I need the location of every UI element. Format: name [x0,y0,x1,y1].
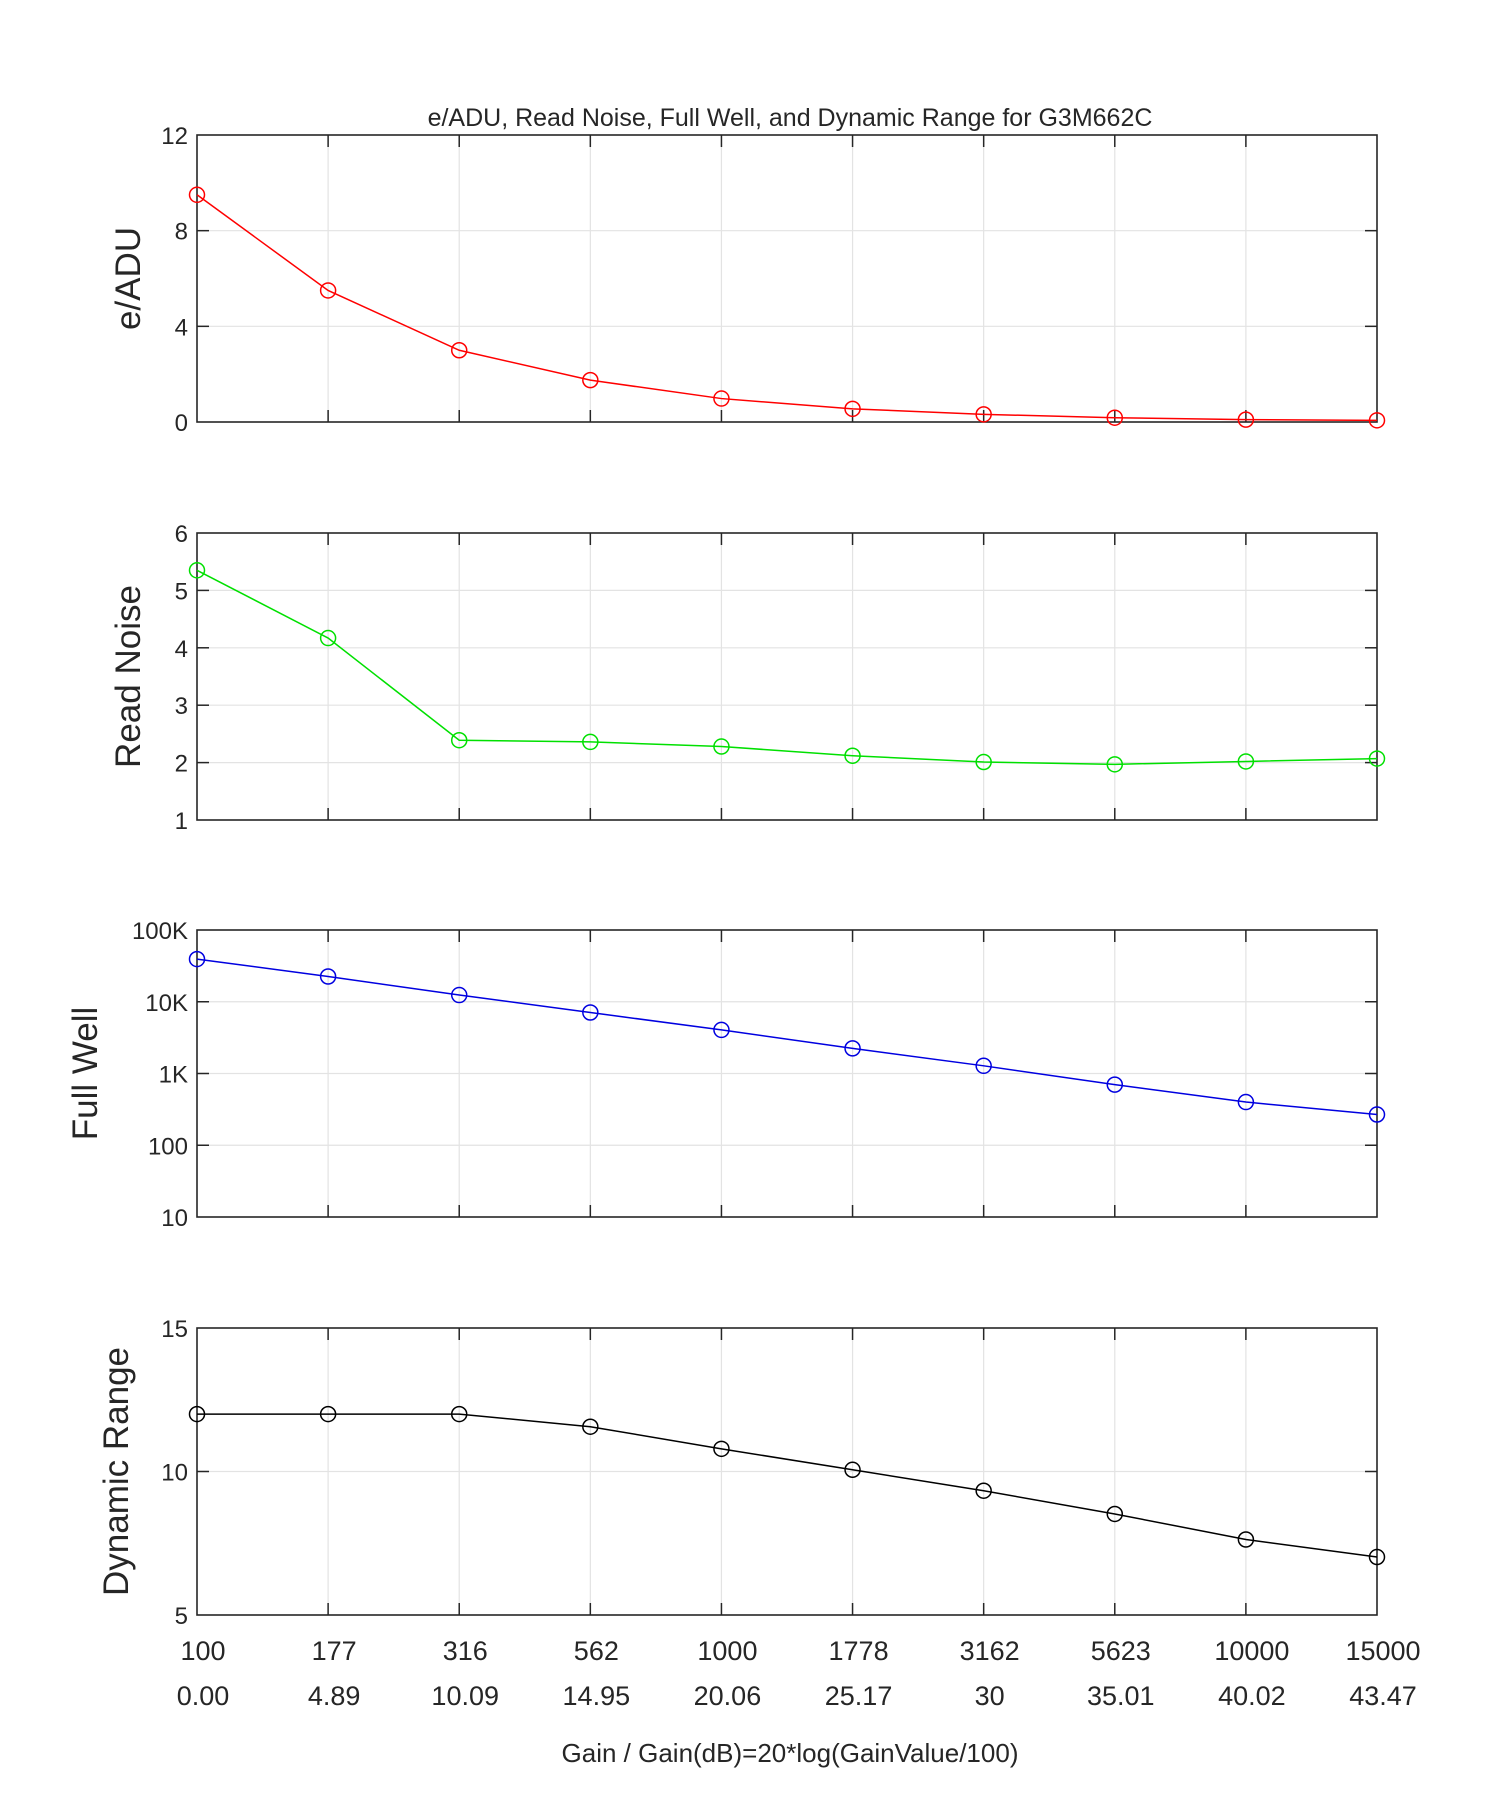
data-point [844,1461,861,1479]
data-point [975,1057,992,1075]
y-tick-label: 4 [175,314,188,341]
y-tick-label: 3 [175,693,188,720]
x-tick-label-db: 43.47 [1349,1681,1417,1711]
y-tick-label: 12 [161,123,188,150]
y-tick-label: 15 [161,1316,188,1343]
x-tick-label-gain: 1778 [829,1636,889,1666]
data-point [450,1405,468,1423]
data-point [713,738,730,755]
subplot-1: 1 2 3 4 5 6 Read Noise [109,521,1386,835]
data-point [1106,1076,1124,1093]
data-point [582,371,599,389]
data-point [1237,411,1255,428]
data-point [1368,750,1386,767]
data-point [582,1418,599,1435]
y-axis-label: Read Noise [109,585,148,768]
subplot-3: 5 10 15 Dynamic Range [97,1316,1386,1630]
data-point [1106,756,1124,773]
data-point [319,968,337,985]
subplot-2: 10 100 1K 10K 100K Full Well [66,918,1386,1232]
y-axis-label: Dynamic Range [97,1347,136,1596]
series-line [196,569,1378,766]
data-point [188,950,206,968]
data-point [1368,1106,1386,1123]
axes-box [196,929,1378,1218]
data-point [975,406,992,423]
data-point [713,1021,730,1039]
y-tick-label: 100 [148,1133,188,1160]
y-tick-label: 4 [175,636,188,663]
data-point [713,390,730,407]
x-tick-label-db: 30 [975,1681,1005,1711]
x-tick-label-db: 40.02 [1218,1681,1286,1711]
y-tick-label: 1K [159,1062,188,1089]
data-point [975,1482,992,1499]
data-point [1237,753,1255,770]
data-point [1368,1548,1386,1566]
axes-box [196,134,1378,423]
y-tick-label: 1 [175,808,188,835]
y-tick-label: 0 [175,410,188,437]
data-point [450,731,468,749]
y-tick-label: 2 [175,751,188,778]
data-point [844,1040,861,1057]
y-tick-label: 5 [175,1603,188,1630]
y-tick-label: 8 [175,219,188,246]
data-point [844,747,861,764]
y-tick-label: 10 [161,1460,188,1487]
data-point [582,1004,599,1021]
x-tick-label-gain: 15000 [1345,1636,1420,1666]
data-point [450,342,468,359]
data-point [1368,412,1386,429]
chart-title: e/ADU, Read Noise, Full Well, and Dynami… [428,104,1153,132]
data-point [188,186,206,204]
data-point [1106,1505,1124,1523]
x-tick-label-db: 0.00 [177,1681,230,1711]
data-point [713,1440,730,1458]
y-tick-label: 6 [175,521,188,548]
x-tick-label-gain: 100 [180,1636,225,1666]
data-point [188,562,206,579]
x-tick-label-gain: 562 [574,1636,619,1666]
axes-box [196,1327,1378,1616]
subplot-0: 0 4 8 12 e/ADU [109,123,1386,437]
y-tick-label: 5 [175,578,188,605]
x-tick-label-db: 25.17 [825,1681,893,1711]
series-line [197,1413,1378,1558]
x-tick-label-gain: 177 [312,1636,357,1666]
data-point [1106,409,1124,426]
data-point [844,400,861,418]
y-axis-label: Full Well [66,1007,105,1141]
data-point [582,733,599,751]
x-tick-label-gain: 3162 [960,1636,1020,1666]
y-tick-label: 10K [145,990,188,1017]
data-point [319,282,337,299]
x-tick-label-db: 35.01 [1087,1681,1155,1711]
x-tick-label-gain: 316 [443,1636,488,1666]
x-tick-label-gain: 10000 [1214,1636,1289,1666]
x-tick-label-gain: 1000 [697,1636,757,1666]
data-point [975,753,992,771]
series-line [196,958,1378,1116]
data-point [1237,1531,1255,1548]
data-point [188,1405,206,1423]
x-tick-label-db: 14.95 [563,1681,631,1711]
series-line [196,194,1378,422]
x-tick-label-db: 20.06 [694,1681,762,1711]
x-tick-label-gain: 5623 [1091,1636,1151,1666]
x-axis-ticks: 100 0.00 177 4.89 316 10.09 562 14.95 1000 20.06 1… [177,1636,1421,1711]
data-point [319,1405,337,1423]
axes-box [196,532,1378,821]
data-point [319,629,337,647]
x-axis-label: Gain / Gain(dB)=20*log(GainValue/100) [562,1738,1019,1768]
y-axis-label: e/ADU [109,227,148,330]
y-tick-label: 100K [132,918,188,945]
y-tick-label: 10 [161,1205,188,1232]
data-point [450,986,468,1004]
x-tick-label-db: 10.09 [431,1681,499,1711]
x-tick-label-db: 4.89 [308,1681,361,1711]
data-point [1237,1093,1255,1111]
